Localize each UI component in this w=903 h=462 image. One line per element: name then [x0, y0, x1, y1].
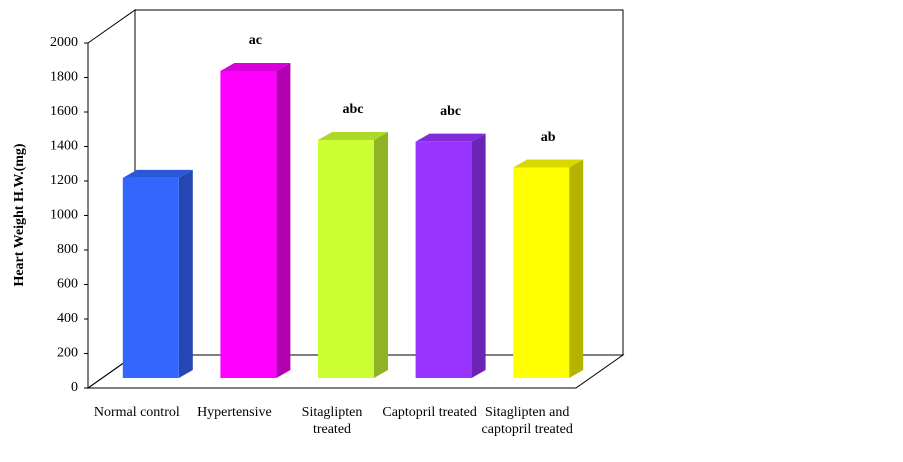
floor [86, 354, 625, 389]
y-tick-label: 2000 [50, 35, 78, 50]
bar-side [276, 62, 291, 378]
significance-label: abc [440, 104, 461, 119]
bar [415, 141, 472, 378]
bar [220, 70, 277, 378]
significance-label: abc [343, 102, 364, 117]
bar [513, 167, 570, 378]
x-tick-label: Sitaglipten treated [301, 405, 363, 437]
y-tick-label: 0 [71, 380, 78, 395]
y-tick-label: 600 [57, 277, 78, 292]
y-tick-label: 1800 [50, 70, 78, 85]
x-tick-label: Normal control [93, 405, 180, 420]
bar-top [122, 169, 193, 178]
bar-side [569, 159, 584, 378]
x-tick-label: Captopril treated [382, 405, 477, 420]
significance-label: ab [541, 130, 556, 145]
y-tick-label: 800 [57, 242, 78, 257]
y-tick-label: 1600 [50, 104, 78, 119]
bar [318, 139, 374, 378]
x-tick-label: Hypertensive [197, 405, 272, 420]
y-tick-label: 200 [57, 346, 78, 361]
y-tick-label: 1400 [50, 139, 78, 154]
significance-label: ac [249, 33, 262, 48]
bar-top [513, 159, 584, 168]
y-tick-label: 1200 [50, 173, 78, 188]
bar-side [471, 133, 486, 378]
bar-top [220, 62, 291, 71]
x-tick-label: Sitaglipten and captopril treated [481, 405, 573, 437]
y-tick-label: 1000 [50, 208, 78, 223]
y-axis-title: Heart Weight H.W.(mg) [12, 143, 27, 286]
bar-side [374, 131, 388, 378]
bar [122, 177, 179, 378]
y-tick-label: 400 [57, 311, 78, 326]
bar-top [318, 131, 388, 140]
bar-side [178, 169, 193, 378]
bar-top [415, 133, 486, 142]
